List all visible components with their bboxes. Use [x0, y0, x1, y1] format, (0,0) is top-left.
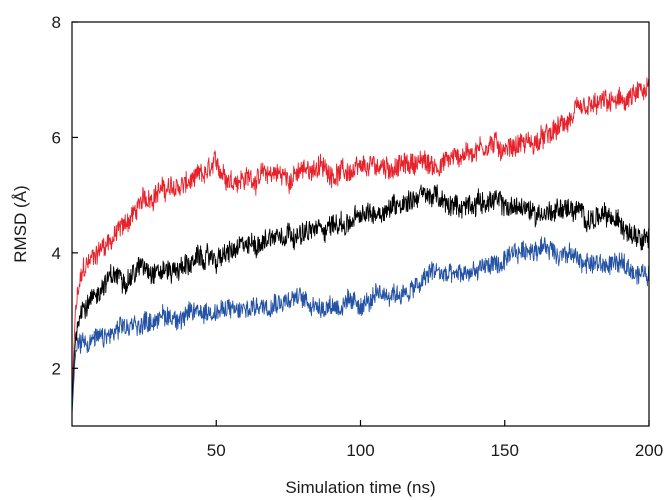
- x-tick-label: 50: [207, 441, 226, 460]
- x-tick-label: 200: [635, 441, 663, 460]
- series-layer: [71, 77, 650, 415]
- x-tick-label: 150: [491, 441, 519, 460]
- x-tick-label: 100: [346, 441, 374, 460]
- series-line-2: [71, 184, 650, 409]
- y-tick-label: 4: [52, 244, 61, 263]
- y-tick-label: 8: [52, 13, 61, 32]
- y-tick-label: 6: [52, 128, 61, 147]
- series-line-1: [71, 77, 650, 403]
- series-line-3: [71, 236, 650, 415]
- y-axis-ticks: 2 4 6 8: [52, 13, 78, 378]
- plot-frame: [71, 21, 650, 427]
- x-axis-ticks: 50 100 150 200: [207, 420, 663, 460]
- y-axis-title: RMSD (Å): [11, 185, 30, 262]
- x-axis-title: Simulation time (ns): [285, 478, 435, 497]
- y-tick-label: 2: [52, 359, 61, 378]
